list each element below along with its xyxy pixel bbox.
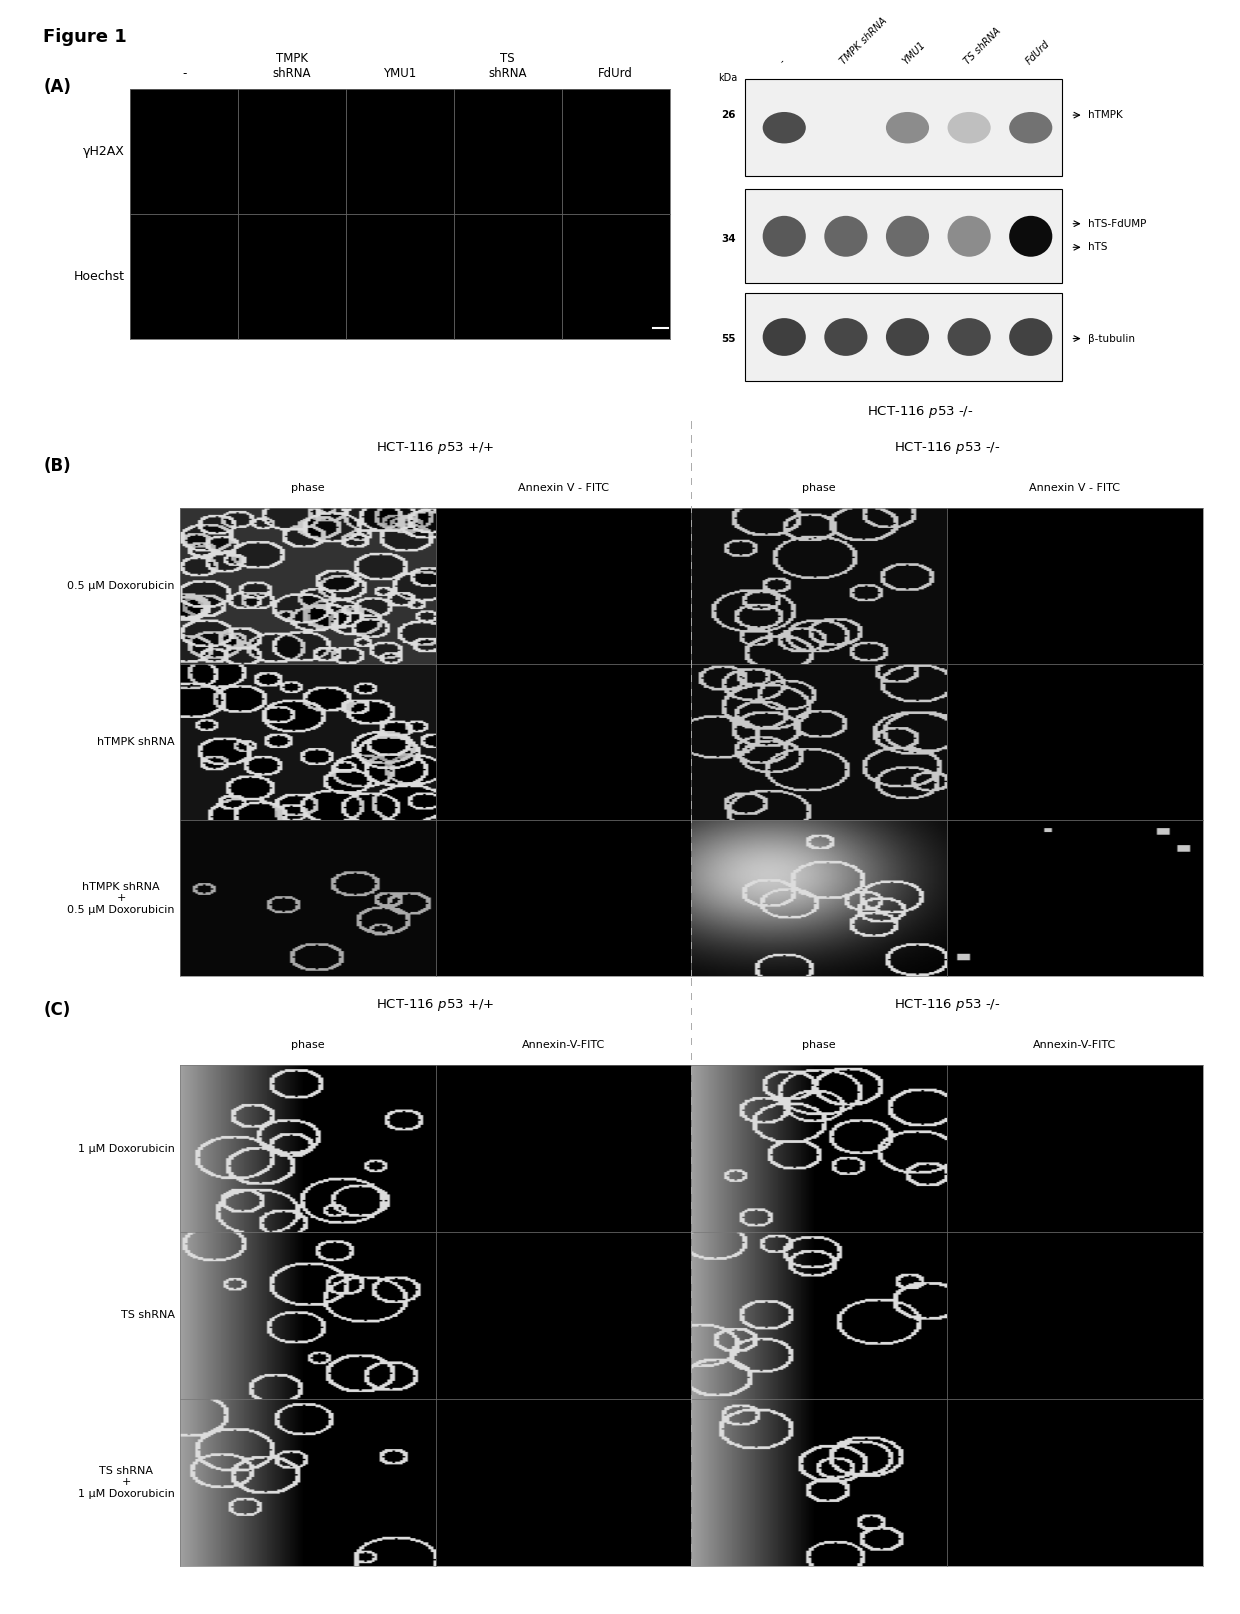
Ellipse shape — [947, 216, 991, 257]
Text: phase: phase — [291, 1039, 325, 1051]
Text: TS
shRNA: TS shRNA — [489, 52, 527, 79]
Bar — [744, 79, 1061, 176]
Text: 34: 34 — [722, 234, 735, 244]
Text: FdUrd: FdUrd — [1024, 39, 1052, 66]
Ellipse shape — [885, 216, 929, 257]
Text: -: - — [182, 66, 186, 79]
Text: kDa: kDa — [718, 73, 738, 82]
Text: HCT-116 $p53$ -/-: HCT-116 $p53$ -/- — [894, 997, 1001, 1014]
Text: HCT-116 $p53$ +/+: HCT-116 $p53$ +/+ — [377, 997, 495, 1014]
Text: YMU1: YMU1 — [383, 66, 417, 79]
Ellipse shape — [947, 111, 991, 144]
Text: hTMPK: hTMPK — [1087, 110, 1122, 119]
Ellipse shape — [1009, 216, 1053, 257]
Text: Annexin-V-FITC: Annexin-V-FITC — [522, 1039, 605, 1051]
Text: TS shRNA
+
1 μM Doxorubicin: TS shRNA + 1 μM Doxorubicin — [78, 1466, 175, 1499]
Text: γH2AX: γH2AX — [82, 145, 124, 158]
Text: 0.5 μM Doxorubicin: 0.5 μM Doxorubicin — [67, 581, 175, 591]
Text: Annexin-V-FITC: Annexin-V-FITC — [1033, 1039, 1116, 1051]
Text: TMPK
shRNA: TMPK shRNA — [273, 52, 311, 79]
Text: phase: phase — [802, 483, 836, 494]
Ellipse shape — [885, 318, 929, 355]
Text: HCT-116 $p53$ -/-: HCT-116 $p53$ -/- — [868, 404, 973, 420]
Text: 55: 55 — [722, 334, 735, 344]
Text: (C): (C) — [43, 1001, 71, 1020]
Text: phase: phase — [802, 1039, 836, 1051]
Ellipse shape — [947, 318, 991, 355]
Ellipse shape — [885, 111, 929, 144]
Text: Hoechst: Hoechst — [73, 270, 124, 282]
Text: -: - — [777, 56, 786, 66]
Bar — [744, 294, 1061, 381]
Text: hTS-FdUMP: hTS-FdUMP — [1087, 220, 1146, 229]
Ellipse shape — [1009, 111, 1053, 144]
Text: hTMPK shRNA
+
0.5 μM Doxorubicin: hTMPK shRNA + 0.5 μM Doxorubicin — [67, 881, 175, 915]
Text: Figure 1: Figure 1 — [43, 27, 128, 47]
Ellipse shape — [825, 216, 868, 257]
Ellipse shape — [763, 111, 806, 144]
Ellipse shape — [825, 318, 868, 355]
Bar — [744, 189, 1061, 284]
Text: HCT-116 $p53$ +/+: HCT-116 $p53$ +/+ — [377, 441, 495, 455]
Text: β-tubulin: β-tubulin — [1087, 334, 1135, 344]
Text: (A): (A) — [43, 77, 71, 97]
Text: phase: phase — [291, 483, 325, 494]
Text: Annexin V - FITC: Annexin V - FITC — [518, 483, 609, 494]
Ellipse shape — [1009, 318, 1053, 355]
Ellipse shape — [763, 318, 806, 355]
Text: hTS: hTS — [1087, 242, 1107, 252]
Ellipse shape — [763, 216, 806, 257]
Text: 26: 26 — [722, 110, 735, 119]
Text: TS shRNA: TS shRNA — [962, 26, 1002, 66]
Text: TS shRNA: TS shRNA — [120, 1311, 175, 1320]
Text: TMPK shRNA: TMPK shRNA — [838, 16, 889, 66]
Text: FdUrd: FdUrd — [598, 66, 634, 79]
Text: hTMPK shRNA: hTMPK shRNA — [97, 738, 175, 747]
Text: YMU1: YMU1 — [900, 40, 928, 66]
Text: (B): (B) — [43, 457, 71, 476]
Text: Annexin V - FITC: Annexin V - FITC — [1029, 483, 1121, 494]
Text: HCT-116 $p53$ -/-: HCT-116 $p53$ -/- — [894, 441, 1001, 455]
Text: 1 μM Doxorubicin: 1 μM Doxorubicin — [78, 1144, 175, 1154]
